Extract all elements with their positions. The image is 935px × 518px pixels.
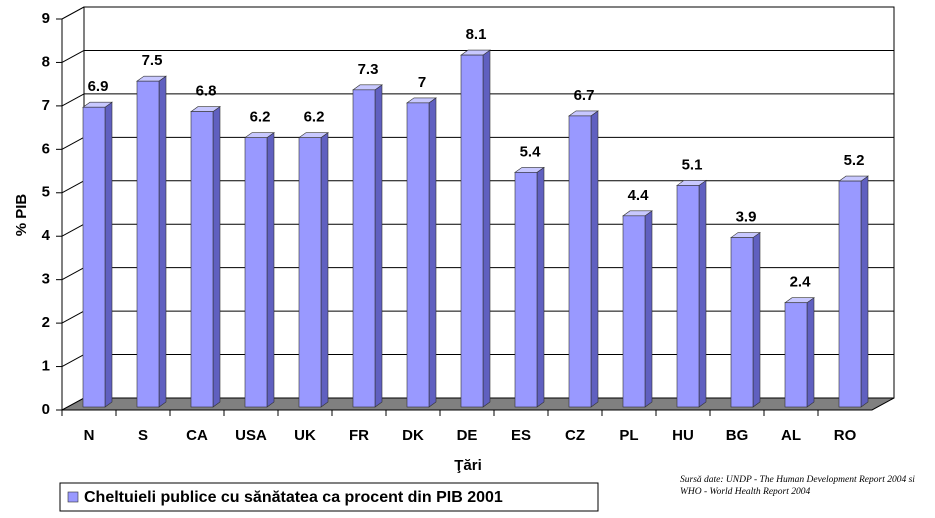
grid-line-side xyxy=(61,136,85,150)
grid-line-side xyxy=(61,50,85,63)
bar-side xyxy=(644,210,653,408)
bar xyxy=(406,102,430,408)
x-tick-label: UK xyxy=(294,427,316,444)
bar xyxy=(622,215,646,408)
bar xyxy=(82,106,106,408)
bar-side xyxy=(104,101,113,408)
x-tick-label: USA xyxy=(235,427,267,444)
grid-line-side xyxy=(61,93,85,107)
data-label: 2.4 xyxy=(790,274,812,291)
x-axis-label: Ţări xyxy=(454,457,482,474)
x-tick-label: HU xyxy=(672,427,694,444)
grid-line-side xyxy=(61,180,85,194)
grid-line-side xyxy=(61,6,85,20)
grid-line-side xyxy=(61,354,85,367)
data-label: 8.1 xyxy=(466,26,487,43)
x-tick-label: ES xyxy=(511,427,531,444)
bar xyxy=(568,115,592,408)
y-tick-label: 8 xyxy=(42,53,50,70)
bar-side xyxy=(806,297,815,408)
y-tick-label: 5 xyxy=(42,184,50,201)
x-tick-label: N xyxy=(84,427,95,444)
y-tick-label: 0 xyxy=(42,401,50,418)
data-label: 7.3 xyxy=(358,61,379,78)
bar-side xyxy=(320,132,329,408)
bar-side xyxy=(428,97,437,408)
data-label: 4.4 xyxy=(628,187,650,204)
bar-side xyxy=(374,84,383,408)
bar-side xyxy=(212,105,221,408)
bar xyxy=(352,89,376,408)
data-label: 3.9 xyxy=(736,209,757,226)
data-label: 5.2 xyxy=(844,152,865,169)
data-label: 7 xyxy=(418,74,426,91)
bar-side xyxy=(536,166,545,408)
y-tick-label: 7 xyxy=(42,97,50,114)
bar xyxy=(244,137,268,408)
bar-side xyxy=(698,179,707,408)
x-tick-label: FR xyxy=(349,427,369,444)
x-tick-label: BG xyxy=(726,427,749,444)
x-tick-label: CZ xyxy=(565,427,585,444)
y-tick-label: 2 xyxy=(42,314,50,331)
y-tick-label: 9 xyxy=(42,10,50,27)
data-label: 6.2 xyxy=(250,109,271,126)
bar-side xyxy=(590,110,599,408)
x-tick-label: S xyxy=(138,427,148,444)
bar xyxy=(676,185,700,408)
y-tick-label: 1 xyxy=(42,358,50,375)
bar-side xyxy=(752,231,761,408)
legend-label: Cheltuieli publice cu sănătatea ca proce… xyxy=(84,489,503,506)
x-tick-label: DK xyxy=(402,427,424,444)
data-label: 7.5 xyxy=(142,52,163,69)
x-tick-label: CA xyxy=(186,427,208,444)
y-tick-label: 4 xyxy=(42,227,51,244)
y-tick-label: 3 xyxy=(42,271,50,288)
data-label: 6.2 xyxy=(304,109,325,126)
x-tick-label: AL xyxy=(781,427,801,444)
bar-side xyxy=(266,132,275,408)
x-tick-label: DE xyxy=(457,427,478,444)
bar xyxy=(136,80,160,408)
bar-side xyxy=(482,49,491,408)
grid-line-side xyxy=(61,310,85,324)
data-label: 6.9 xyxy=(88,78,109,95)
source-note: Sursă date: UNDP - The Human Development… xyxy=(680,475,915,497)
x-tick-label: RO xyxy=(834,427,857,444)
grid-line-side xyxy=(61,267,85,281)
data-label: 6.7 xyxy=(574,87,595,104)
x-tick-label: PL xyxy=(619,427,638,444)
data-label: 6.8 xyxy=(196,83,217,100)
bar xyxy=(784,302,808,408)
bar xyxy=(514,172,538,408)
bar xyxy=(298,137,322,408)
bar xyxy=(838,180,862,408)
legend-swatch xyxy=(67,491,79,503)
data-label: 5.4 xyxy=(520,143,542,160)
bar xyxy=(460,54,484,408)
bar-side xyxy=(860,175,869,408)
legend-box xyxy=(59,482,599,512)
bar xyxy=(190,111,214,408)
y-tick-label: 6 xyxy=(42,140,50,157)
bar xyxy=(730,237,754,408)
bar-side xyxy=(158,75,167,408)
data-label: 5.1 xyxy=(682,156,703,173)
y-axis-label: % PIB xyxy=(13,194,30,237)
grid-line-side xyxy=(61,223,85,237)
